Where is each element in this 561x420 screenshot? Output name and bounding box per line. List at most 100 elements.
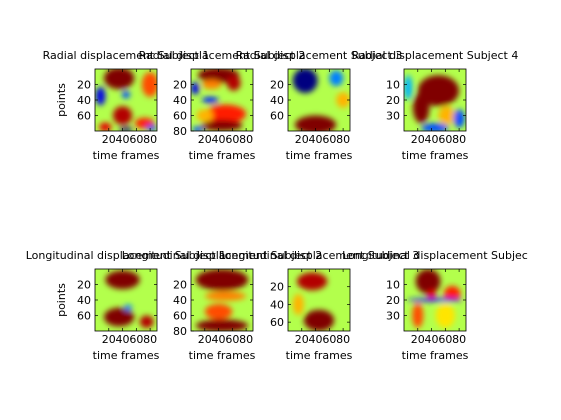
y-tick-label: 40 [270,94,284,107]
panel-title: Radial displacement Subject 4 [352,49,519,62]
x-tick-label: 40 [212,133,226,146]
y-tick-label: 80 [173,325,187,338]
y-tick-label: 10 [386,79,400,92]
x-tick-label: 20 [198,333,212,346]
y-tick-label: 40 [77,94,91,107]
y-tick-label: 20 [77,79,91,92]
heatmap-blob-3 [292,293,304,316]
heatmap-blob-2 [412,92,430,124]
x-tick-label: 60 [438,133,452,146]
x-tick-label: 80 [452,133,466,146]
heatmap-blob-3 [336,92,350,108]
x-tick-label: 60 [129,333,143,346]
x-axis-label: time frames [189,149,256,162]
heatmap-blob-6 [204,104,247,124]
x-tick-label: 20 [102,333,116,346]
x-tick-label: 40 [212,333,226,346]
heatmap-blob-2 [103,307,135,327]
y-tick-label: 60 [77,310,91,323]
heatmap-blob-5 [112,106,133,125]
heatmap-blob-9 [192,126,204,131]
heatmap-blob-2 [141,72,157,97]
heatmap-blob-3 [204,303,233,320]
heatmap-blob-6 [99,122,112,131]
y-tick-label: 60 [173,110,187,123]
x-tick-label: 40 [116,133,130,146]
x-tick-label: 40 [425,133,439,146]
y-tick-label: 60 [77,110,91,123]
x-tick-label: 80 [336,133,350,146]
heatmap-field [95,269,157,331]
y-tick-label: 60 [270,316,284,329]
heatmap-blob-6 [421,123,449,131]
x-axis-label: time frames [402,149,469,162]
x-tick-label: 80 [452,333,466,346]
x-axis-label: time frames [93,149,160,162]
x-tick-label: 80 [239,333,253,346]
heatmap-blob-1 [417,75,460,107]
x-axis-label: time frames [93,349,160,362]
x-tick-label: 80 [336,333,350,346]
heatmap-blob-5 [404,75,413,100]
x-axis-label: time frames [286,349,353,362]
panel-title: Longitudinal displacement Subject 1 [26,249,227,262]
x-tick-label: 60 [225,333,239,346]
heatmap-blob-1 [292,69,318,94]
x-tick-label: 20 [198,133,212,146]
x-tick-label: 60 [322,133,336,146]
heatmap-field [404,269,466,331]
heatmap-blob-5 [202,96,219,104]
x-tick-label: 60 [225,133,239,146]
x-axis-label: time frames [189,349,256,362]
y-tick-label: 30 [386,310,400,323]
y-tick-label: 20 [386,294,400,307]
heatmap-blob-2 [204,291,247,301]
heatmap-blob-2 [303,309,335,331]
panel-title: Radial displacement Subject 1 [43,49,210,62]
panel-title: Radial displacement Subject 2 [139,49,306,62]
heatmap-blob-4 [121,90,131,99]
heatmap-blob-3 [95,86,106,106]
y-tick-label: 20 [173,79,187,92]
x-tick-label: 40 [425,333,439,346]
heatmap-blob-4 [195,319,249,331]
heatmap-field [288,269,350,331]
heatmap-blob-1 [195,269,249,291]
y-tick-label: 40 [173,94,187,107]
x-tick-label: 40 [309,333,323,346]
heatmap-blob-9 [145,124,157,131]
heatmap-blob-1 [105,270,140,290]
x-tick-label: 20 [411,133,425,146]
x-tick-label: 60 [322,333,336,346]
y-tick-label: 20 [270,281,284,294]
y-tick-label: 80 [173,125,187,138]
x-tick-label: 60 [129,133,143,146]
y-tick-label: 30 [386,110,400,123]
heatmap-blob-1 [415,269,441,294]
x-tick-label: 20 [295,133,309,146]
heatmap-field [191,269,253,331]
x-tick-label: 80 [239,133,253,146]
x-tick-label: 80 [143,333,157,346]
y-tick-label: 40 [173,294,187,307]
heatmap-blob-3 [443,286,461,302]
x-tick-label: 40 [116,333,130,346]
heatmap-field [404,69,466,131]
heatmap-field [191,69,253,131]
panel-title: Radial displacement Subject 3 [236,49,403,62]
heatmap-blob-3 [438,106,455,125]
x-tick-label: 80 [143,133,157,146]
y-tick-label: 40 [77,294,91,307]
heatmap-blob-2 [329,70,344,87]
heatmap-field [288,69,350,131]
x-axis-label: time frames [286,149,353,162]
heatmap-blob-1 [103,69,135,90]
heatmap-blob-2 [226,75,241,91]
y-tick-label: 10 [386,279,400,292]
x-tick-label: 60 [438,333,452,346]
